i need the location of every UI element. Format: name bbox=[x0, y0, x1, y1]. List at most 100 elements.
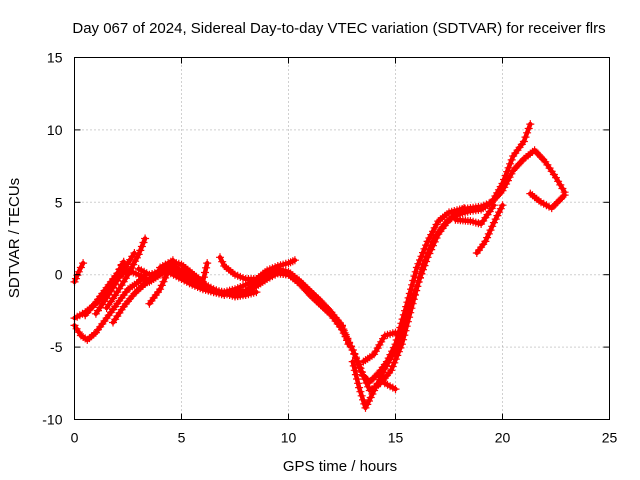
data-point bbox=[355, 383, 364, 392]
data-point bbox=[203, 259, 212, 268]
data-point bbox=[202, 263, 211, 272]
data-point bbox=[408, 280, 417, 289]
data-point bbox=[519, 137, 528, 146]
data-point bbox=[361, 403, 370, 412]
data-point bbox=[134, 250, 143, 259]
y-tick-label: -10 bbox=[42, 412, 62, 428]
data-point bbox=[353, 375, 361, 383]
data-point bbox=[523, 128, 532, 137]
data-point bbox=[351, 370, 360, 379]
y-tick-label: 0 bbox=[55, 267, 63, 283]
data-point bbox=[406, 302, 415, 311]
data-point bbox=[371, 382, 380, 391]
grid-lines bbox=[74, 57, 610, 420]
chart-title: Day 067 of 2024, Sidereal Day-to-day VTE… bbox=[72, 20, 605, 37]
data-point bbox=[489, 218, 498, 227]
data-point bbox=[416, 256, 424, 264]
data-point bbox=[362, 379, 371, 387]
data-point bbox=[422, 257, 431, 266]
data-point bbox=[430, 223, 439, 232]
data-point bbox=[560, 191, 569, 200]
data-point bbox=[395, 334, 404, 343]
data-point bbox=[400, 318, 409, 327]
data-point bbox=[412, 263, 421, 272]
data-point bbox=[412, 282, 421, 291]
data-point bbox=[521, 133, 530, 142]
x-tick-label: 25 bbox=[602, 430, 618, 446]
data-point bbox=[399, 322, 408, 331]
data-point bbox=[410, 290, 419, 299]
y-axis-label: SDTVAR / TECUs bbox=[6, 178, 23, 298]
series-track-19 bbox=[451, 201, 498, 228]
data-point bbox=[132, 253, 141, 262]
data-point bbox=[417, 252, 426, 261]
data-point bbox=[496, 204, 505, 213]
y-tick-label: 10 bbox=[47, 122, 63, 138]
data-point bbox=[500, 175, 508, 184]
x-tick-label: 5 bbox=[178, 430, 186, 446]
data-point bbox=[345, 338, 354, 347]
data-point bbox=[526, 120, 535, 129]
data-point bbox=[407, 298, 416, 307]
series-track-14 bbox=[216, 253, 353, 349]
data-point bbox=[408, 294, 417, 303]
data-point bbox=[411, 286, 420, 295]
data-point bbox=[507, 155, 516, 164]
series-track-6 bbox=[102, 234, 150, 312]
data-point bbox=[391, 328, 400, 337]
plot-frame bbox=[74, 57, 610, 420]
data-point bbox=[218, 257, 227, 266]
data-point bbox=[356, 387, 365, 396]
data-point bbox=[416, 274, 424, 282]
data-point bbox=[360, 375, 369, 384]
data-series bbox=[70, 120, 569, 412]
data-point bbox=[338, 322, 346, 331]
series-track-16 bbox=[348, 120, 535, 412]
data-point bbox=[348, 357, 357, 366]
data-point bbox=[159, 277, 168, 286]
data-point bbox=[488, 222, 497, 231]
data-point bbox=[427, 245, 436, 254]
data-point bbox=[216, 253, 224, 262]
data-point bbox=[79, 259, 88, 268]
data-point bbox=[349, 361, 358, 370]
data-point bbox=[507, 169, 516, 178]
data-point bbox=[346, 342, 355, 351]
data-point bbox=[350, 366, 359, 375]
data-point bbox=[136, 246, 145, 255]
data-point bbox=[495, 208, 504, 217]
data-point bbox=[387, 366, 396, 375]
data-point bbox=[392, 342, 401, 350]
y-tick-label: -5 bbox=[50, 339, 63, 355]
data-point bbox=[414, 278, 423, 287]
data-point bbox=[432, 234, 441, 242]
data-point bbox=[370, 386, 379, 395]
data-point bbox=[391, 346, 400, 354]
data-point bbox=[429, 241, 437, 250]
data-point bbox=[417, 269, 426, 278]
data-point bbox=[359, 395, 367, 404]
data-point bbox=[420, 244, 429, 253]
data-point bbox=[410, 272, 419, 281]
data-point bbox=[489, 201, 498, 210]
data-point bbox=[137, 242, 146, 251]
data-point bbox=[486, 226, 495, 235]
data-point bbox=[429, 227, 437, 236]
data-point bbox=[419, 248, 427, 257]
data-point bbox=[491, 215, 500, 224]
x-axis-label: GPS time / hours bbox=[283, 458, 397, 475]
data-point bbox=[398, 326, 407, 335]
data-point bbox=[506, 159, 515, 168]
data-point bbox=[493, 211, 502, 220]
data-point bbox=[141, 234, 150, 243]
data-point bbox=[414, 259, 423, 268]
x-tick-label: 20 bbox=[495, 430, 511, 446]
data-point bbox=[365, 397, 373, 405]
data-point bbox=[498, 179, 507, 188]
data-point bbox=[359, 371, 367, 380]
data-point bbox=[504, 163, 513, 172]
data-point bbox=[201, 268, 209, 277]
series-track-12 bbox=[156, 257, 212, 286]
data-point bbox=[484, 229, 493, 238]
